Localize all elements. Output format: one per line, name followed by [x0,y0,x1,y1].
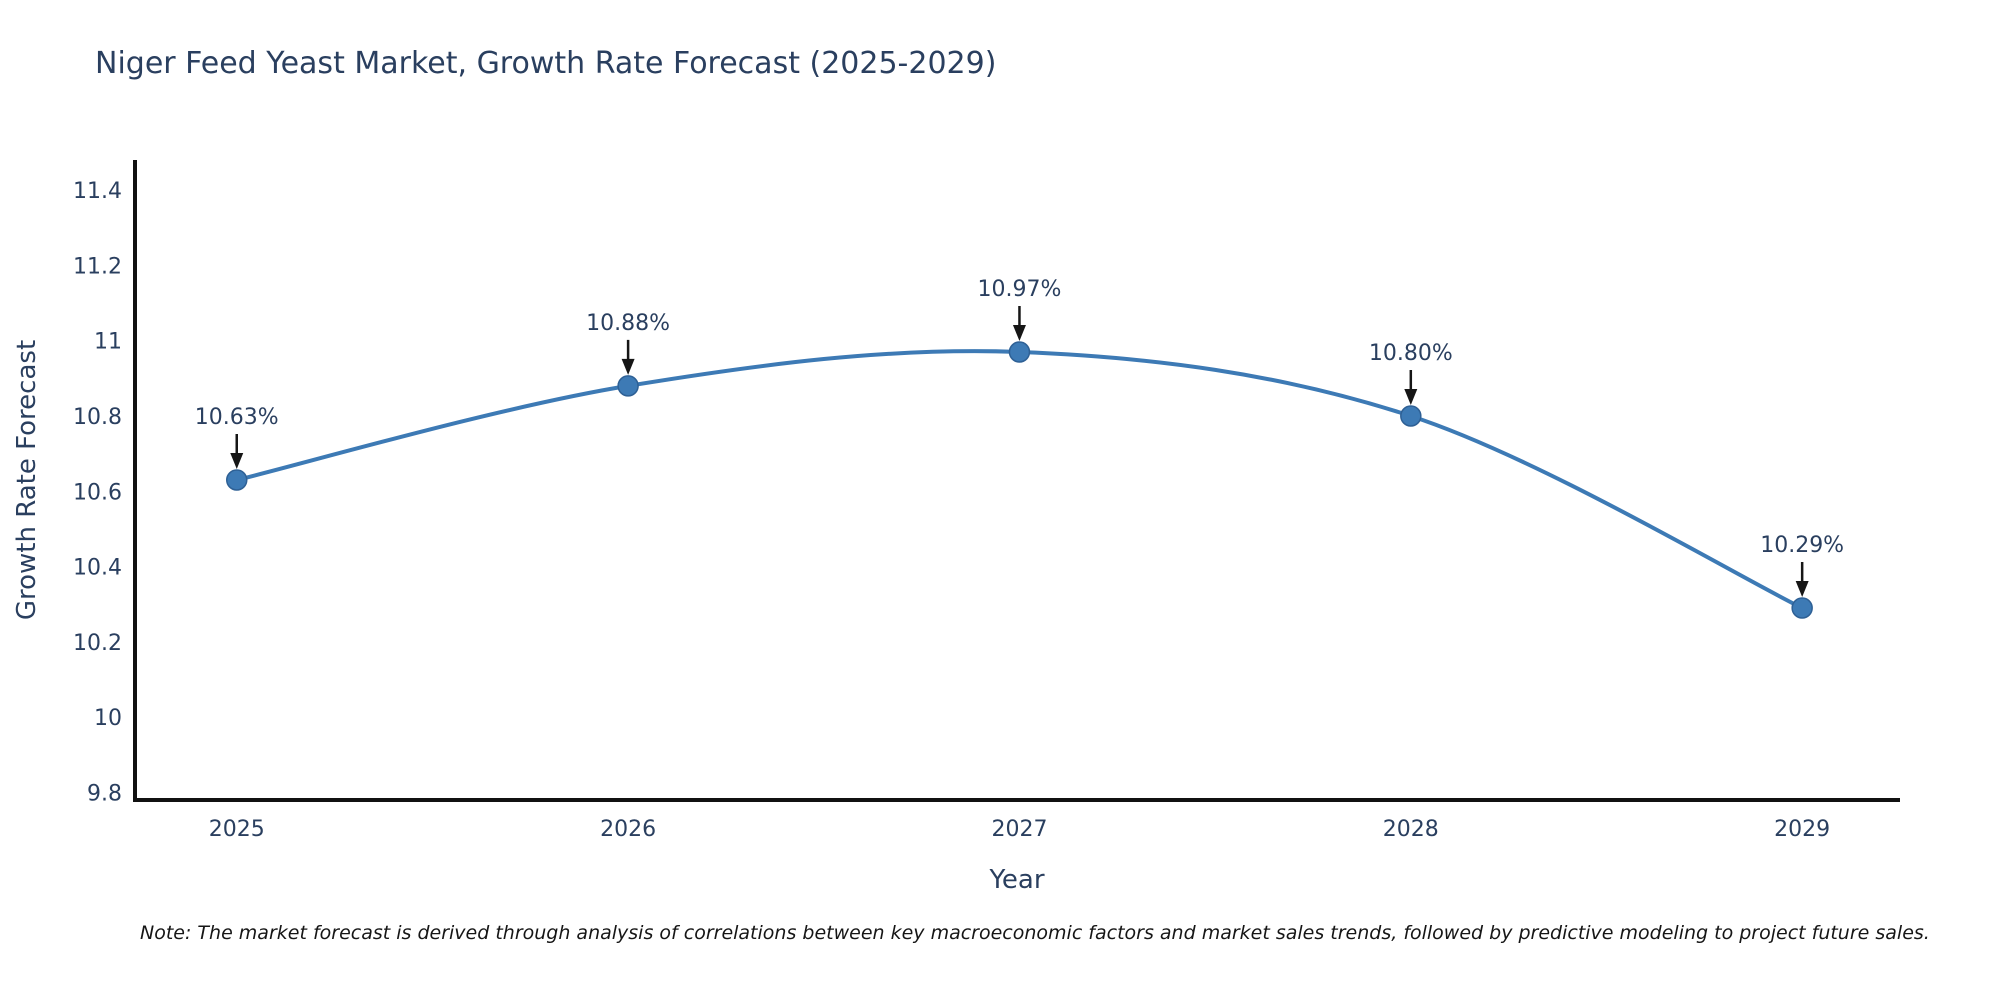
y-tick-label: 11.2 [73,254,122,279]
point-label-2025: 10.63% [195,405,279,430]
annotation-arrowhead-2026 [621,358,635,375]
annotation-arrowhead-2027 [1012,325,1026,341]
x-axis-title: Year [989,865,1045,895]
x-tick-label: 2027 [991,817,1047,842]
x-tick-label: 2029 [1774,817,1830,842]
x-tick-label: 2025 [209,817,265,842]
y-tick-label: 10.8 [73,405,122,430]
data-point-2029 [1791,597,1813,619]
data-point-2027 [1008,341,1031,363]
y-tick-label: 11.4 [73,179,122,204]
y-tick-label: 11 [94,330,122,355]
y-axis-title: Growth Rate Forecast [12,339,42,621]
y-tick-label: 10.6 [73,480,122,505]
point-label-2026: 10.88% [586,311,670,336]
x-tick-label: 2028 [1383,817,1439,842]
x-tick-label: 2026 [600,817,656,842]
y-tick-label: 10.4 [73,556,122,581]
point-label-2029: 10.29% [1760,533,1844,558]
trend-line [236,349,1804,610]
annotation-arrowhead-2025 [230,453,244,469]
data-point-2026 [617,375,639,397]
point-label-2027: 10.97% [978,277,1062,302]
data-point-2028 [1400,405,1422,427]
chart-title: Niger Feed Yeast Market, Growth Rate For… [95,46,997,81]
annotation-arrowhead-2028 [1404,389,1418,405]
footnote: Note: The market forecast is derived thr… [140,922,1930,944]
annotation-arrowhead-2029 [1795,581,1809,597]
y-tick-label: 10.2 [73,631,122,656]
point-label-2028: 10.80% [1369,341,1453,366]
data-point-2025 [226,469,248,491]
y-tick-label: 9.8 [87,781,122,806]
y-tick-label: 10 [94,706,122,731]
